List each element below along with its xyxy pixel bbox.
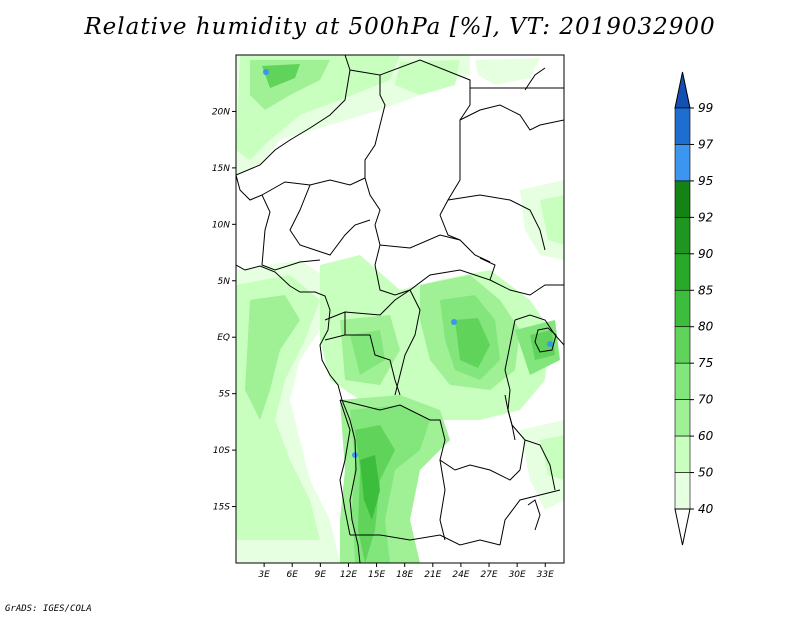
colorbar-label: 60 [698,429,714,443]
lon-tick-label: 3E [258,570,270,580]
colorbar-label: 50 [698,466,714,480]
colorbar-label: 95 [698,174,713,188]
map-frame [235,54,565,564]
lon-tick-label: 30E [509,570,526,580]
lon-tick-label: 15E [368,570,385,580]
colorbar-segment [674,289,691,328]
longitude-axis: 3E 6E 9E 12E 15E 18E 21E 24E 27E 30E 33E [258,563,554,580]
coastline [236,264,361,563]
colorbar-label: 40 [698,502,714,516]
colorbar-label: 85 [698,283,713,297]
colorbar-label: 70 [698,393,714,407]
lon-tick-label: 12E [340,570,357,580]
lon-tick-label: 9E [315,570,327,580]
latitude-axis: 20N 15N 10N 5N EQ 5S 10S 15S [212,107,236,513]
colorbar-segment [674,362,691,400]
colorbar-segment [674,217,691,255]
colorbar-label: 97 [698,137,714,151]
lat-tick-label: 10S [213,446,230,456]
lon-tick-label: 18E [396,570,413,580]
lat-tick-label: 15S [213,503,230,513]
colorbar-segment [674,508,691,546]
colorbar: 40 50 60 70 75 80 85 90 92 95 97 99 [674,71,714,546]
humidity-field [236,55,564,563]
colorbar-segment [674,472,691,510]
colorbar-segment [674,107,691,145]
lat-tick-label: 5S [219,390,231,400]
lakes [504,67,557,531]
lat-tick-label: 10N [212,220,230,230]
colorbar-label: 75 [698,356,713,370]
lon-tick-label: 6E [287,570,299,580]
colorbar-segment [674,435,691,473]
colorbar-label: 90 [698,247,714,261]
lon-tick-label: 27E [480,570,497,580]
colorbar-segment [674,71,691,109]
colorbar-segment [674,144,691,182]
lat-tick-label: 15N [212,164,230,174]
map-title: Relative humidity at 500hPa [%], VT: 201… [84,14,716,40]
colorbar-label: 80 [698,320,714,334]
colorbar-label: 92 [698,210,713,224]
lat-tick-label: 5N [218,277,231,287]
colorbar-segment [674,180,691,218]
grads-credit: GrADS: IGES/COLA [5,604,92,614]
colorbar-segment [674,253,691,291]
country-borders [236,55,564,546]
lat-tick-label: EQ [217,333,230,343]
colorbar-segment [674,326,691,364]
colorbar-label: 99 [698,101,713,115]
lon-tick-label: 21E [424,570,441,580]
lon-tick-label: 33E [537,570,554,580]
lat-tick-label: 20N [212,107,230,117]
lon-tick-label: 24E [452,570,469,580]
colorbar-segment [674,399,691,437]
